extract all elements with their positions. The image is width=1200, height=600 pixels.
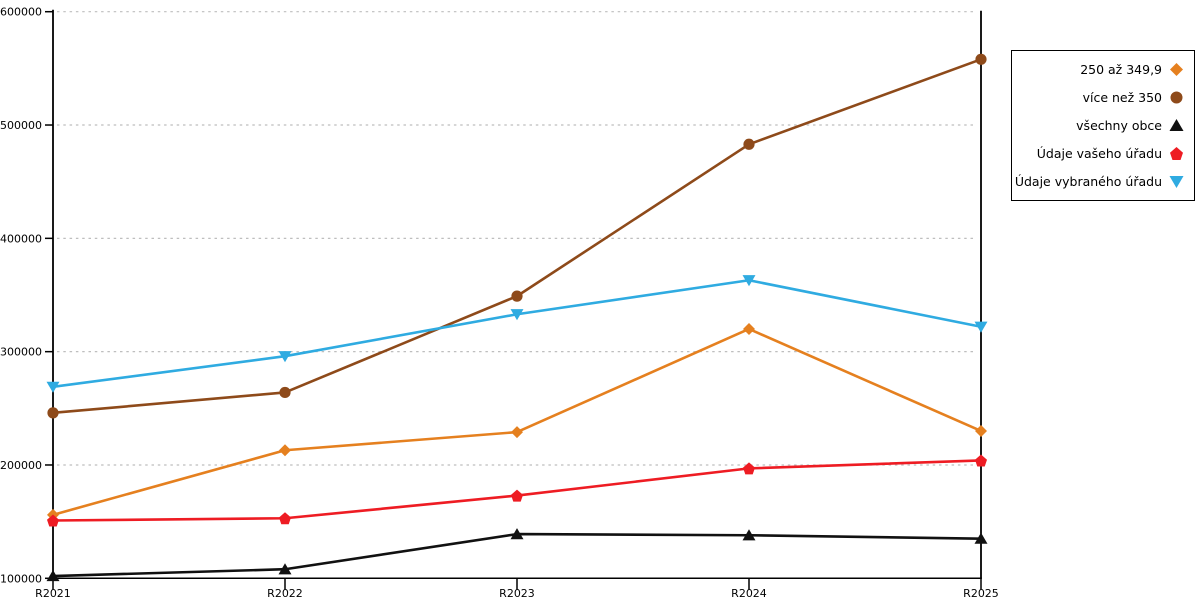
data-point-udaje-vaseho-uradu-R2023 bbox=[511, 489, 523, 502]
legend-swatch bbox=[1170, 146, 1183, 160]
data-point-udaje-vybraneho-uradu-R2023 bbox=[510, 309, 524, 321]
legend: 250 až 349,9 více než 350 všechny obce Údaj… bbox=[1011, 50, 1195, 201]
x-tick-label: R2023 bbox=[499, 587, 535, 600]
legend-swatch bbox=[1169, 175, 1184, 188]
data-point-udaje-vaseho-uradu-R2021 bbox=[47, 514, 59, 527]
legend-label: všechny obce bbox=[1076, 117, 1162, 133]
data-point-vice-nez-350-R2022 bbox=[279, 386, 291, 399]
data-point-250-az-349-9-R2023 bbox=[511, 426, 523, 439]
x-tick-label: R2025 bbox=[963, 587, 999, 600]
legend-label: více než 350 bbox=[1082, 90, 1162, 106]
data-point-vsechny-obce-R2022 bbox=[278, 563, 292, 575]
data-point-udaje-vaseho-uradu-R2024 bbox=[743, 462, 755, 475]
data-point-vsechny-obce-R2021 bbox=[46, 570, 60, 582]
circle-marker-icon bbox=[1170, 91, 1183, 104]
x-tick-label: R2024 bbox=[731, 587, 767, 600]
legend-item-udaje-vybraneho-uradu: Údaje vybraného úřadu bbox=[1012, 174, 1194, 189]
legend-item-250-az-349-9: 250 až 349,9 bbox=[1012, 62, 1194, 77]
y-tick-label: 400000 bbox=[0, 232, 42, 245]
y-tick-label: 100000 bbox=[0, 572, 42, 585]
data-point-udaje-vybraneho-uradu-R2025 bbox=[974, 321, 988, 333]
data-point-250-az-349-9-R2022 bbox=[279, 444, 291, 457]
series-line-vsechny-obce bbox=[51, 532, 983, 578]
legend-swatch bbox=[1169, 118, 1184, 132]
pentagon-marker-icon bbox=[1170, 146, 1183, 160]
legend-item-vsechny-obce: všechny obce bbox=[1012, 118, 1194, 133]
series-line-250-az-349-9 bbox=[51, 327, 983, 517]
y-tick-label: 300000 bbox=[0, 346, 42, 359]
diamond-marker-icon bbox=[1170, 63, 1183, 77]
legend-swatch bbox=[1170, 63, 1183, 77]
data-point-vice-nez-350-R2024 bbox=[743, 138, 755, 150]
triangle-down-marker-icon bbox=[1169, 175, 1184, 188]
y-tick-label: 200000 bbox=[0, 459, 42, 472]
data-point-udaje-vybraneho-uradu-R2022 bbox=[278, 351, 292, 363]
data-point-udaje-vybraneho-uradu-R2021 bbox=[46, 381, 60, 393]
legend-label: Údaje vašeho úřadu bbox=[1036, 145, 1162, 161]
triangle-up-marker-icon bbox=[1169, 118, 1184, 132]
series-line-vice-nez-350 bbox=[51, 57, 983, 415]
x-tick-label: R2021 bbox=[35, 587, 71, 600]
data-point-250-az-349-9-R2025 bbox=[975, 424, 987, 437]
legend-swatch bbox=[1170, 91, 1183, 104]
data-point-vsechny-obce-R2024 bbox=[742, 529, 756, 541]
legend-label: Údaje vybraného úřadu bbox=[1014, 173, 1162, 189]
data-point-vice-nez-350-R2021 bbox=[47, 407, 59, 419]
data-point-vsechny-obce-R2025 bbox=[974, 532, 988, 544]
legend-label: 250 až 349,9 bbox=[1080, 62, 1162, 78]
data-point-udaje-vaseho-uradu-R2025 bbox=[975, 454, 987, 467]
data-point-250-az-349-9-R2024 bbox=[743, 322, 755, 335]
data-point-udaje-vaseho-uradu-R2022 bbox=[279, 512, 291, 525]
data-point-vsechny-obce-R2023 bbox=[510, 528, 524, 540]
legend-item-udaje-vaseho-uradu: Údaje vašeho úřadu bbox=[1012, 146, 1194, 161]
data-point-udaje-vybraneho-uradu-R2024 bbox=[742, 275, 756, 287]
data-point-vice-nez-350-R2023 bbox=[511, 290, 523, 302]
y-tick-label: 600000 bbox=[0, 6, 42, 19]
x-tick-label: R2022 bbox=[267, 587, 303, 600]
legend-item-vice-nez-350: více než 350 bbox=[1012, 90, 1194, 105]
data-point-vice-nez-350-R2025 bbox=[975, 53, 987, 65]
y-tick-label: 500000 bbox=[0, 119, 42, 132]
